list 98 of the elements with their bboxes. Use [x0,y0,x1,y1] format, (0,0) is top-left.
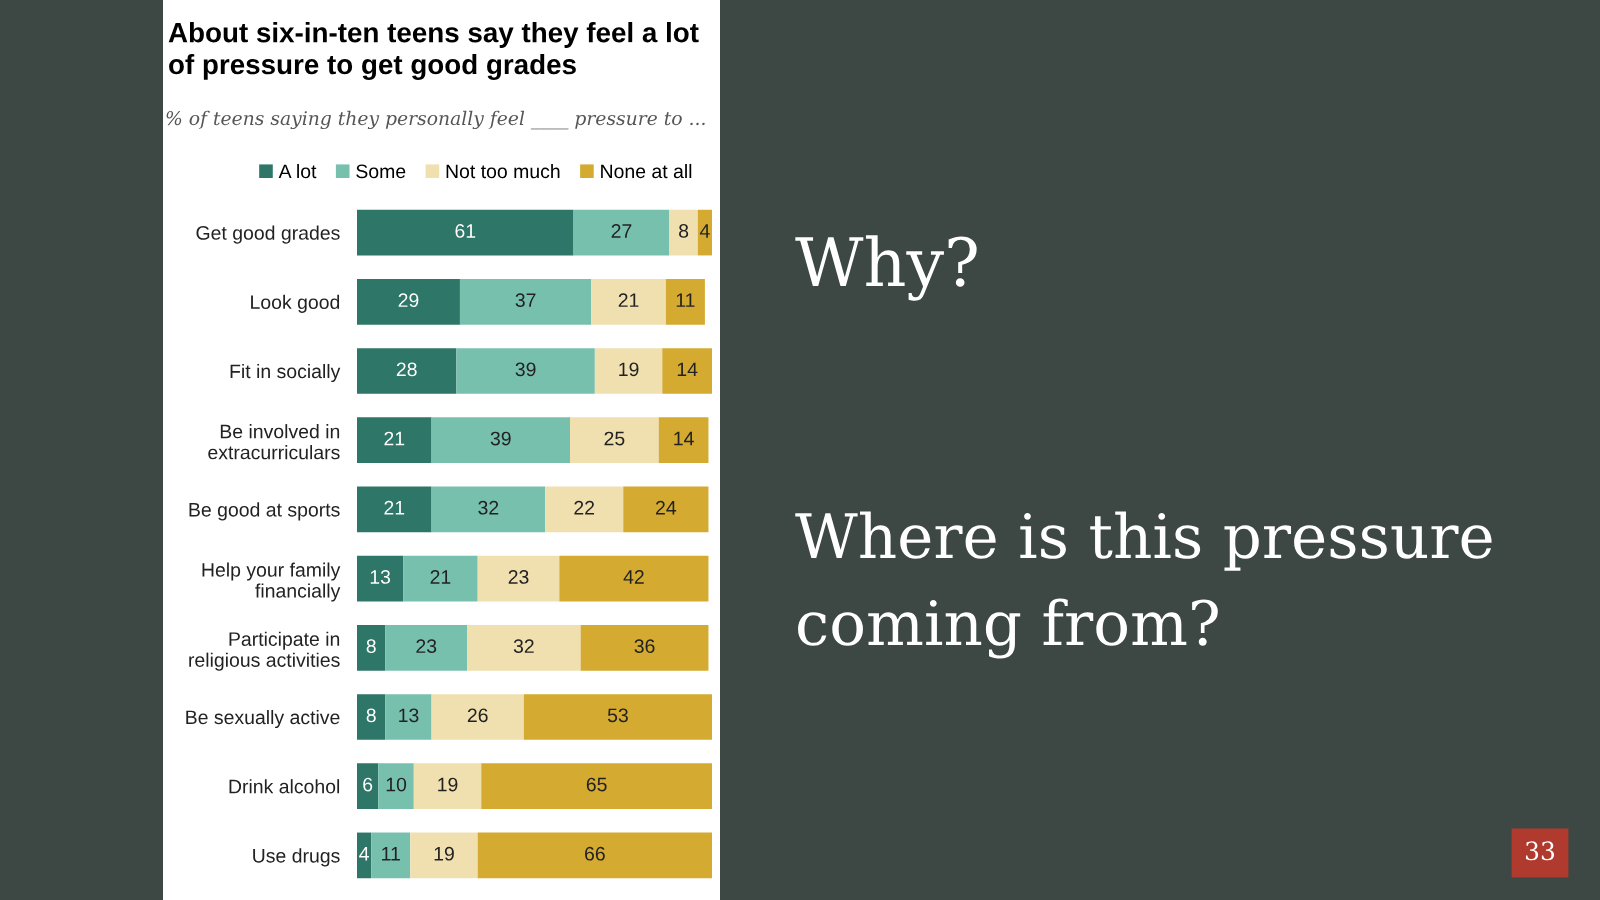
data-label: 11 [382,847,400,861]
data-label: 21 [430,570,451,584]
bar [467,624,581,671]
data-label: 10 [386,777,407,792]
legend-label: Not too much [446,163,560,179]
bar [523,694,712,740]
data-label: 24 [656,500,677,515]
bar [357,278,460,325]
bar [410,832,478,879]
data-label: 23 [508,570,529,584]
bar [357,417,432,464]
bar [431,417,570,464]
bar [357,209,574,256]
bar [573,209,670,256]
data-label: 13 [370,570,391,584]
data-label: 21 [384,500,405,515]
bar [357,763,379,810]
chart-subtitle: % of teens saying they personally feel ____ pressure to ... [166,110,705,130]
data-label: 37 [515,293,536,308]
bar [477,832,712,879]
bar [456,348,595,394]
data-label: 32 [478,500,499,515]
data-label: 11 [676,293,695,307]
y-tick-label: Be sexually active [186,709,340,729]
data-label: 13 [399,708,419,723]
data-label: 21 [618,293,639,307]
data-label: 8 [366,639,376,654]
data-label: 21 [384,431,405,446]
bar [357,624,386,671]
bar [623,486,709,533]
bar [385,694,432,740]
data-label: 22 [574,500,595,515]
bar [431,486,546,533]
y-tick-label: Drink alcohol [229,779,340,794]
data-label: 23 [416,639,437,654]
bar [481,763,712,810]
data-label: 6 [363,777,373,792]
y-tick-label: Be involved in extracurriculars [208,424,340,460]
y-tick-label: Fit in socially [230,363,341,383]
data-label: 66 [585,846,605,861]
bar [545,486,624,533]
data-label: 4 [359,847,369,861]
legend-label: A lot [278,163,317,179]
bar [570,417,659,464]
data-label: 29 [398,293,419,308]
y-tick-label: Get good grades [196,225,340,244]
data-label: 14 [674,431,694,446]
bar [662,348,712,394]
text: 33 [1526,841,1555,861]
bar [658,417,709,464]
bar [357,348,457,394]
data-label: 14 [677,362,698,377]
y-tick-label: Look good [251,294,340,313]
legend-label: Some [356,164,406,179]
bar [371,832,411,879]
data-label: 53 [607,708,628,723]
data-label: 8 [366,708,376,723]
bar [459,278,592,325]
text: Where is this pressure coming from? [795,511,1492,659]
data-label: 39 [490,431,511,446]
data-label: 8 [679,224,689,238]
bar [580,624,709,671]
bar [357,694,386,740]
data-label: 19 [438,777,458,792]
data-label: 28 [396,362,417,377]
y-tick-label: Be good at sports [189,502,340,521]
bar [559,555,709,602]
data-label: 4 [699,224,710,238]
legend-label: None at all [601,163,692,179]
data-label: 27 [611,224,632,238]
data-label: 25 [604,431,625,446]
bar [594,348,663,394]
data-label: 19 [434,846,454,861]
bar [385,624,468,671]
bar [413,763,482,810]
data-label: 65 [586,777,607,792]
bar [669,209,698,256]
bar [477,555,560,602]
data-label: 26 [467,708,488,723]
bar [378,763,414,810]
bar [357,832,372,879]
y-tick-label: Help your family financially [202,562,341,602]
chart-title: About six-in-ten teens say they feel a lot of pressure to get good grades [168,22,699,80]
text: Why? [795,235,977,301]
bar [665,278,705,325]
bar [431,694,524,740]
bar [357,555,404,602]
data-label: 61 [455,224,476,238]
data-label: 36 [634,639,655,654]
bar [591,278,666,325]
y-tick-label: Use drugs [253,848,340,867]
data-label: 39 [515,362,536,377]
bar [403,555,478,602]
data-label: 42 [623,570,644,584]
y-tick-label: Participate in religious activities [189,631,340,671]
data-label: 32 [513,639,534,654]
bar [357,486,432,533]
data-label: 19 [619,362,639,377]
